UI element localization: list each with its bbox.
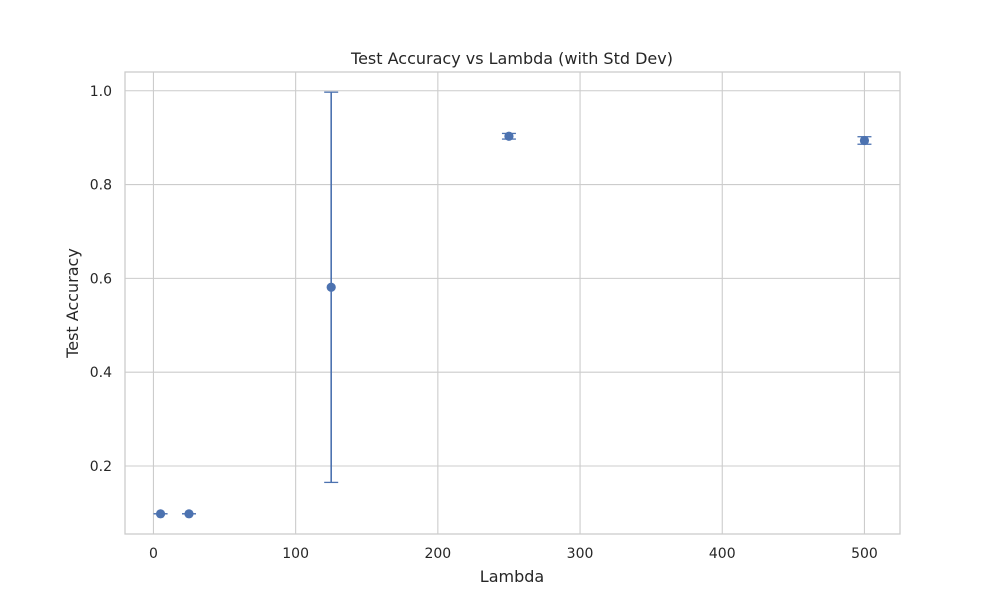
x-tick-label: 500 <box>851 546 878 562</box>
x-axis-ticks: 0 100 200 300 400 500 <box>149 546 878 562</box>
data-point <box>504 131 514 141</box>
x-tick-label: 0 <box>149 546 158 562</box>
data-point <box>326 282 336 292</box>
data-point <box>859 135 870 146</box>
data-point <box>184 509 194 519</box>
x-tick-label: 200 <box>424 546 451 562</box>
grid <box>125 72 900 534</box>
chart-title: Test Accuracy vs Lambda (with Std Dev) <box>350 49 673 68</box>
y-tick-label: 0.4 <box>90 365 112 381</box>
y-tick-label: 0.6 <box>90 271 112 287</box>
y-tick-label: 0.8 <box>90 178 112 194</box>
data-series <box>153 91 872 519</box>
x-axis-label: Lambda <box>480 567 544 586</box>
y-axis-label: Test Accuracy <box>63 248 82 359</box>
plot-frame <box>124 71 901 535</box>
y-axis-ticks: 0.2 0.4 0.6 0.8 1.0 <box>90 84 112 475</box>
x-tick-label: 400 <box>709 546 736 562</box>
x-tick-label: 100 <box>282 546 309 562</box>
y-tick-label: 1.0 <box>90 84 112 100</box>
x-tick-label: 300 <box>567 546 594 562</box>
data-point <box>155 509 166 519</box>
y-tick-label: 0.2 <box>90 459 112 475</box>
